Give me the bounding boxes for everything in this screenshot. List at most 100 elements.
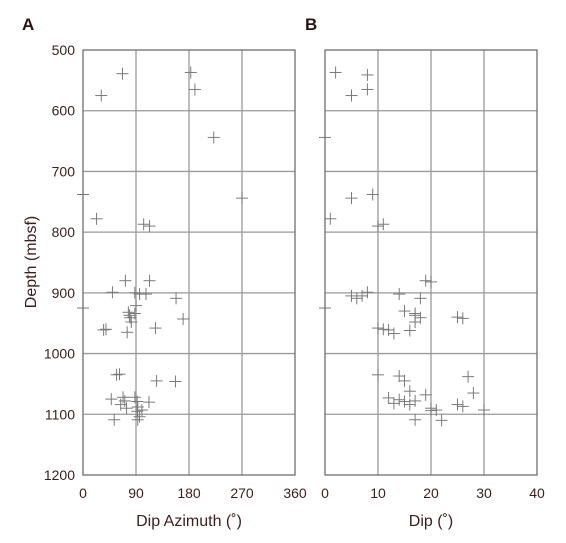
panel-a-x-axis-title: Dip Azimuth (˚)	[136, 513, 242, 530]
y-tick-label: 600	[52, 103, 76, 119]
data-point	[113, 368, 126, 381]
data-point	[398, 395, 411, 408]
y-axis-title: Depth (mbsf)	[23, 216, 40, 308]
data-point	[120, 402, 133, 415]
panel-b-label: B	[305, 15, 317, 34]
data-point	[451, 311, 464, 324]
x-tick-label: 0	[79, 485, 87, 501]
data-point	[125, 316, 138, 328]
y-tick-label: 500	[52, 42, 76, 58]
y-tick-label: 1000	[44, 346, 75, 362]
data-point	[382, 391, 395, 404]
data-point	[419, 388, 432, 401]
data-point	[143, 274, 156, 287]
data-point	[170, 292, 183, 305]
data-point	[409, 413, 422, 426]
data-point	[451, 398, 464, 411]
panel-a: A 0 90 180 270 360 500 600 700 800 900 1000 1100 12…	[22, 15, 307, 530]
data-point	[140, 288, 153, 301]
data-point	[393, 393, 406, 406]
data-point	[350, 292, 363, 305]
data-point	[150, 374, 163, 387]
x-tick-label: 30	[476, 485, 492, 501]
panel-a-x-ticks: 0 90 180 270 360	[79, 485, 307, 501]
data-point	[105, 393, 118, 406]
data-point	[361, 68, 374, 81]
data-point	[108, 413, 121, 426]
data-point	[207, 131, 220, 144]
data-point	[133, 410, 146, 423]
data-point	[90, 212, 103, 225]
data-point	[456, 312, 469, 325]
data-point	[131, 413, 144, 426]
data-point	[372, 322, 384, 335]
data-point	[188, 83, 201, 96]
panel-b-x-ticks: 0 10 20 30 40	[321, 485, 545, 501]
data-point	[366, 188, 379, 201]
data-point	[345, 192, 358, 205]
data-point	[467, 387, 480, 400]
x-tick-label: 40	[529, 485, 545, 501]
data-point	[361, 83, 374, 96]
data-point	[430, 404, 443, 417]
x-tick-label: 270	[230, 485, 254, 501]
data-point	[149, 322, 162, 335]
data-point	[403, 398, 416, 411]
data-point	[142, 396, 155, 409]
data-point	[324, 212, 337, 225]
x-tick-label: 90	[128, 485, 144, 501]
data-point	[377, 323, 390, 336]
data-point	[345, 289, 358, 302]
data-point	[128, 286, 141, 299]
y-tick-label: 1100	[45, 406, 75, 422]
data-point	[137, 218, 150, 231]
data-point	[393, 288, 406, 301]
data-point	[106, 286, 119, 299]
data-point	[121, 326, 134, 339]
x-tick-label: 360	[283, 485, 307, 501]
panel-b: B 0 10 20 30 40 Dip (˚)	[305, 15, 545, 530]
data-point	[377, 218, 390, 231]
data-point	[478, 404, 490, 417]
data-point	[387, 397, 400, 410]
data-point	[419, 274, 432, 287]
panel-b-x-axis-title: Dip (˚)	[409, 513, 453, 530]
panel-b-frame	[324, 49, 538, 476]
x-tick-label: 20	[423, 485, 439, 501]
x-tick-label: 180	[177, 485, 201, 501]
data-point	[398, 374, 411, 387]
data-point	[184, 66, 197, 79]
data-point	[169, 375, 182, 388]
panel-a-label: A	[22, 15, 34, 34]
y-tick-label: 1200	[44, 467, 75, 483]
data-point	[95, 89, 108, 102]
data-point	[456, 400, 469, 413]
data-point	[361, 286, 374, 299]
data-point	[130, 299, 142, 312]
data-point	[393, 370, 406, 383]
panel-a-points	[77, 66, 248, 426]
data-point	[462, 370, 475, 383]
panel-b-points	[319, 66, 490, 427]
data-point	[143, 220, 156, 233]
data-point	[131, 405, 144, 418]
data-point	[425, 275, 437, 288]
x-tick-label: 0	[321, 485, 329, 501]
data-point	[356, 289, 369, 302]
data-point	[116, 67, 129, 80]
data-point	[329, 66, 342, 79]
data-point	[372, 220, 384, 233]
data-point	[425, 404, 437, 417]
panel-a-frame	[82, 49, 296, 476]
data-point	[409, 394, 422, 407]
data-point	[403, 385, 416, 398]
data-point	[135, 404, 148, 417]
data-point	[403, 324, 416, 337]
data-point	[372, 368, 384, 381]
data-point	[414, 292, 427, 305]
data-point	[117, 391, 130, 404]
data-point	[345, 89, 358, 102]
data-point	[387, 327, 400, 340]
data-point	[177, 312, 190, 325]
